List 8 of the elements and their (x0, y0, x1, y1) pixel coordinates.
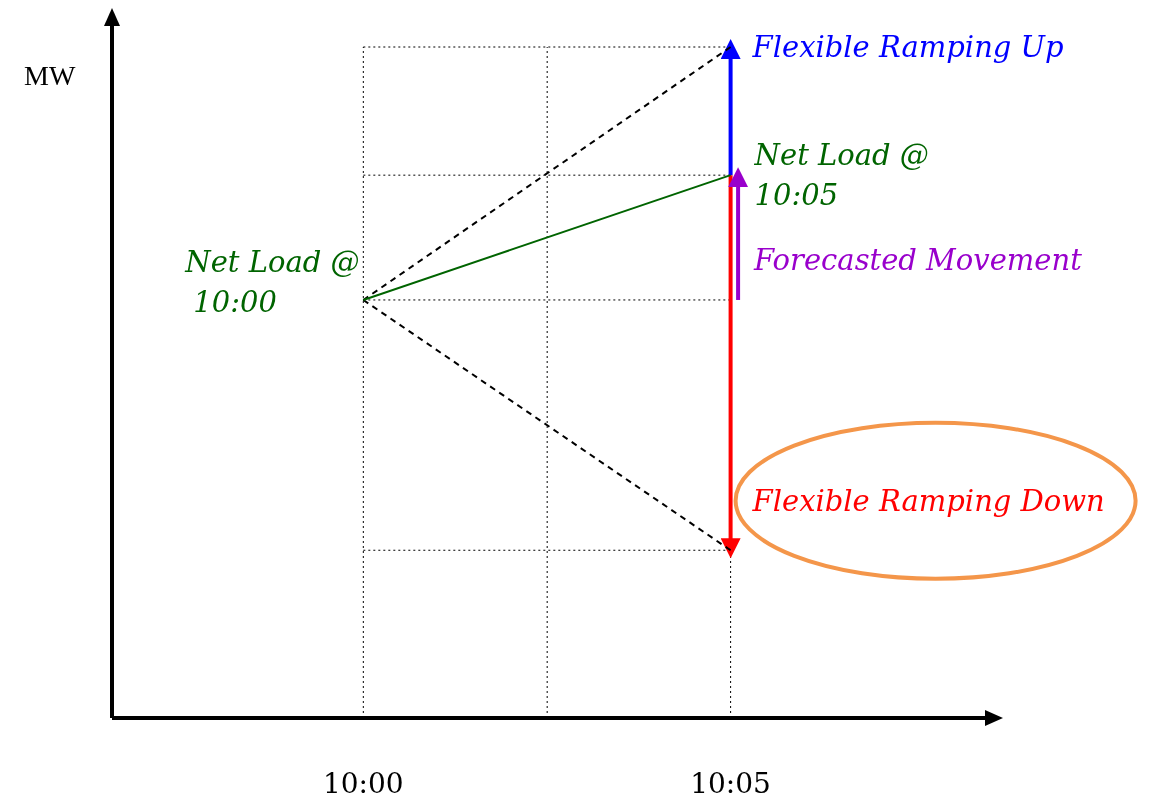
x-tick-label: 10:00 (322, 767, 404, 800)
annotation: Net Load @ 10:00 (184, 244, 360, 319)
x-tick-label: 10:05 (690, 767, 771, 800)
series-label: Flexible Ramping Down (751, 483, 1105, 518)
y-axis-title: MW (24, 60, 76, 91)
series-label: Flexible Ramping Up (751, 30, 1064, 64)
annotation: Net Load @ 10:05 (753, 138, 929, 213)
series-label: Forecasted Movement (753, 242, 1083, 277)
